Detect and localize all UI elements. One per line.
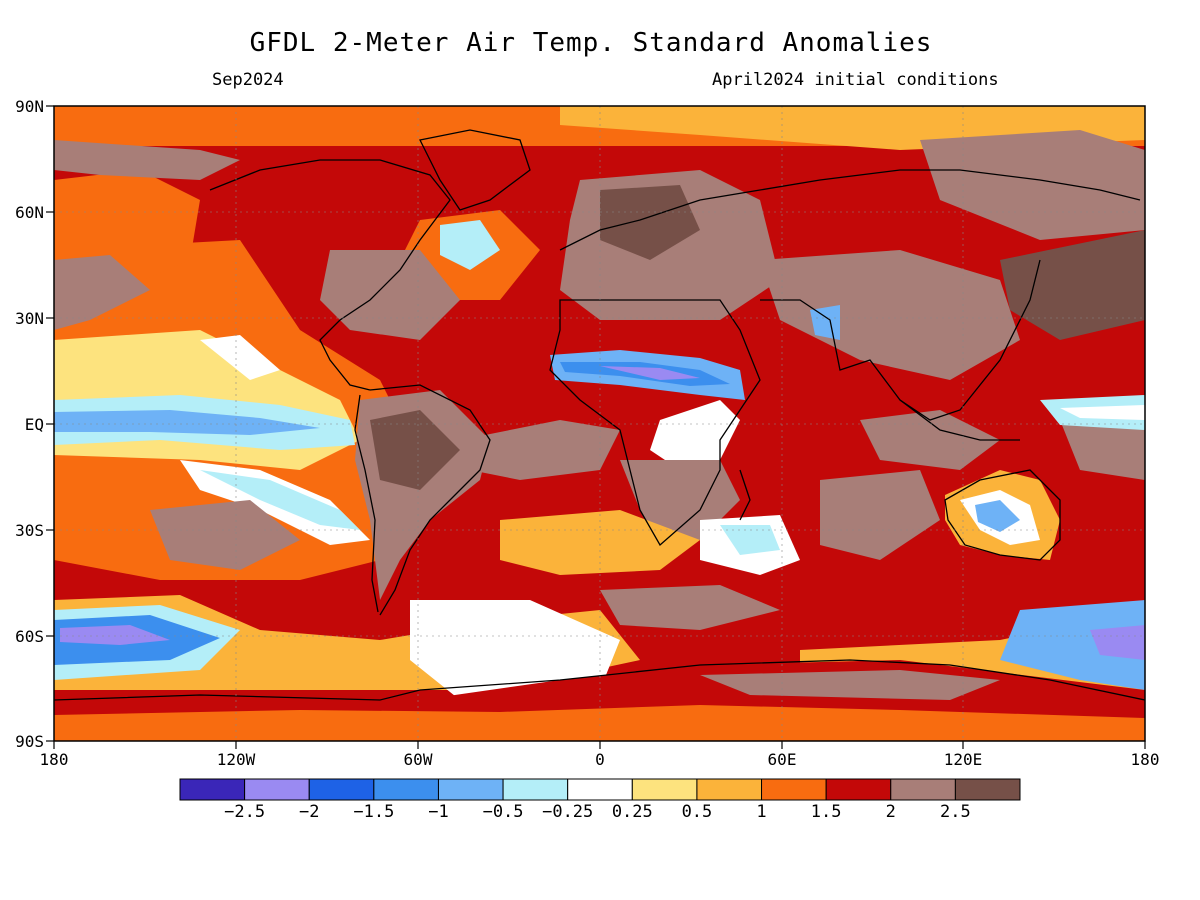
colorbar-label: 1 [756,802,767,822]
axis-ticks [46,105,1146,749]
colorbar-swatch [567,778,633,801]
colorbar-label: −1 [428,802,449,822]
lat-label-eq: EQ [24,415,44,434]
map-title: GFDL 2-Meter Air Temp. Standard Anomalie… [249,28,933,58]
lat-label-30s: 30S [15,521,44,540]
lat-label-60s: 60S [15,627,44,646]
colorbar-label: 2.5 [940,802,971,822]
colorbar-label: 0.25 [611,802,653,822]
lat-label-60n: 60N [15,203,44,222]
lon-label-180e: 180 [1130,750,1160,769]
lon-label-120e: 120E [943,750,983,769]
colorbar-label: 2 [885,802,896,822]
coastlines [54,129,1145,701]
lon-label-120w: 120W [216,750,256,769]
colorbar-swatch [437,778,504,801]
colorbar-swatch [890,778,956,801]
lon-label-60w: 60W [403,750,433,769]
colorbar-swatch [308,778,375,801]
lat-label-90n: 90N [15,97,44,116]
colorbar-swatch [761,778,827,801]
colorbar-swatch [631,778,698,801]
lon-label-60e: 60E [767,750,797,769]
lon-label-0: 0 [595,750,605,769]
grid-lines [54,106,1145,741]
colorbar-swatch [954,778,1021,801]
colorbar-label: −0.25 [542,802,594,822]
colorbar-label: −0.5 [482,802,524,822]
colorbar-label: −2 [298,802,320,822]
init-conditions-label: April2024 initial conditions [712,70,999,90]
colorbar-label: −2.5 [224,802,266,822]
valid-month-label: Sep2024 [212,70,284,90]
colorbar-swatch [373,778,439,801]
lon-label-180w: 180 [39,750,69,769]
anomaly-field [54,106,1145,741]
colorbar-swatch [825,778,892,801]
lat-label-90s: 90S [15,732,44,751]
colorbar-swatch [696,778,763,801]
colorbar-label: 1.5 [810,802,842,822]
colorbar-label: −1.5 [353,802,395,822]
lat-label-30n: 30N [15,309,44,328]
colorbar-swatch [502,778,569,801]
colorbar-swatch [244,778,310,801]
colorbar [179,778,1021,801]
colorbar-swatch [179,778,246,801]
colorbar-label: 0.5 [681,802,713,822]
